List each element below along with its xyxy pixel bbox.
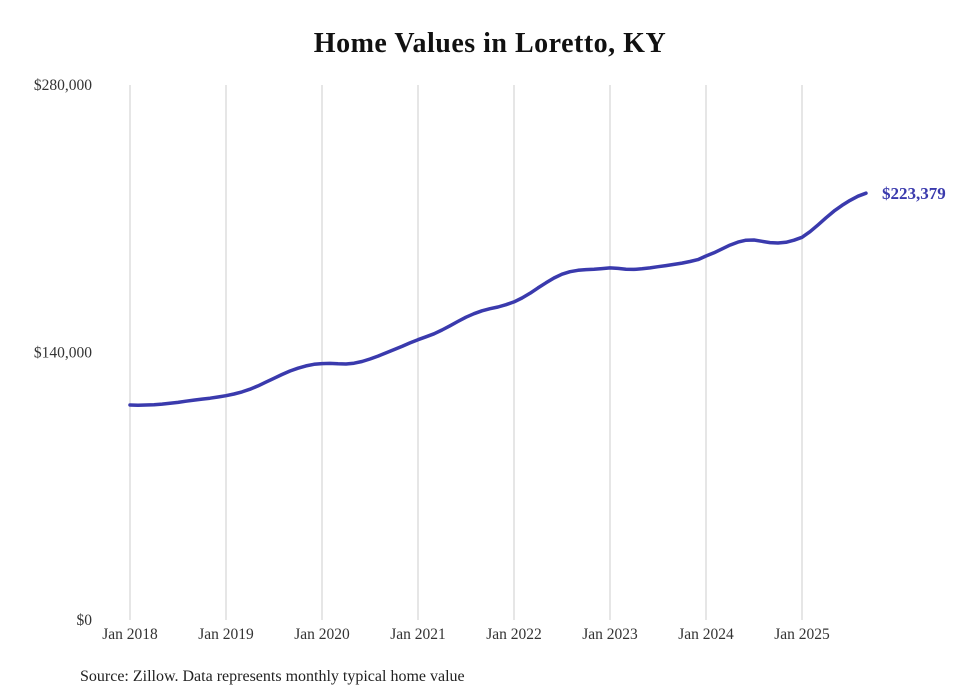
latest-value-label: $223,379 — [882, 184, 946, 203]
source-note: Source: Zillow. Data represents monthly … — [80, 668, 465, 685]
x-axis-tick-label: Jan 2024 — [678, 626, 734, 643]
y-axis-tick-label: $140,000 — [34, 345, 92, 362]
y-axis-tick-label: $0 — [77, 612, 93, 629]
x-axis-tick-label: Jan 2022 — [486, 626, 542, 643]
x-axis-tick-label: Jan 2025 — [774, 626, 830, 643]
x-axis-tick-label: Jan 2020 — [294, 626, 350, 643]
home-value-line — [128, 191, 868, 407]
x-axis-tick-label: Jan 2021 — [390, 626, 446, 643]
x-axis-tick-label: Jan 2019 — [198, 626, 254, 643]
x-axis-tick-label: Jan 2023 — [582, 626, 638, 643]
y-axis-tick-label: $280,000 — [34, 77, 92, 94]
chart-title: Home Values in Loretto, KY — [313, 28, 667, 59]
x-axis-tick-label: Jan 2018 — [102, 626, 158, 643]
